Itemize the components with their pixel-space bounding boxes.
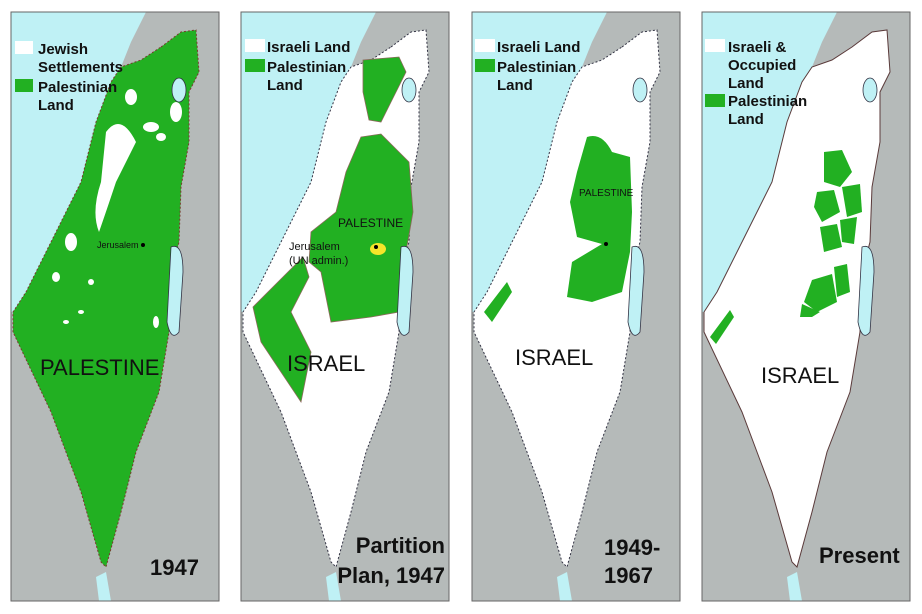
panel-partition-plan: PALESTINE Jerusalem (UN admin.) ISRAEL P… xyxy=(240,11,450,602)
panel-border xyxy=(10,11,220,602)
legend-swatch-green xyxy=(245,59,265,72)
panel-present: ISRAEL Present xyxy=(701,11,911,602)
un-admin-zone xyxy=(370,243,386,255)
legend-swatch-white xyxy=(245,39,265,52)
palestine-label: PALESTINE xyxy=(40,355,159,380)
legend-swatch-green xyxy=(15,79,33,92)
jerusalem-label: Jerusalem xyxy=(97,240,139,250)
legend-text: Occupied xyxy=(728,57,796,74)
legend-text: Palestinian xyxy=(267,59,346,76)
jerusalem-dot xyxy=(604,242,608,246)
legend-1949-1967: Israeli Land Palestinian Land xyxy=(475,39,580,94)
legend-swatch-white xyxy=(475,39,495,52)
israel-label: ISRAEL xyxy=(287,351,365,376)
caption-line-1: Partition xyxy=(356,533,445,558)
legend-text: Palestinian xyxy=(497,59,576,76)
legend-text: Israeli & xyxy=(728,39,787,56)
legend-present: Israeli & Occupied Land Palestinian Land xyxy=(705,39,807,128)
legend-text: Land xyxy=(38,97,74,114)
legend-text: Israeli Land xyxy=(267,39,350,56)
caption-line-2: 1967 xyxy=(604,563,653,588)
legend-text: Jewish xyxy=(38,41,88,58)
year-caption: Present xyxy=(819,543,900,568)
panel-1947: Jerusalem PALESTINE 1947 xyxy=(10,11,220,602)
israel-label: ISRAEL xyxy=(761,363,839,388)
legend-text: Land xyxy=(267,77,303,94)
caption-line-2: Plan, 1947 xyxy=(337,563,445,588)
jewish-settlements xyxy=(52,89,182,328)
legend-swatch-white xyxy=(15,41,33,54)
legend-swatch-green xyxy=(475,59,495,72)
legend-text: Israeli Land xyxy=(497,39,580,56)
legend-swatch-green xyxy=(705,94,725,107)
palestinian-land xyxy=(252,56,414,404)
palestinian-land xyxy=(710,150,862,344)
legend-text: Land xyxy=(728,75,764,92)
panel-1949-1967: PALESTINE ISRAEL 1949- 1967 xyxy=(471,11,681,602)
year-caption: 1947 xyxy=(150,555,199,580)
caption-line-1: 1949- xyxy=(604,535,660,560)
palestine-label: PALESTINE xyxy=(579,188,634,199)
legend-text: Land xyxy=(497,77,533,94)
legend-text: Palestinian xyxy=(38,79,117,96)
jerusalem-label: Jerusalem xyxy=(289,241,340,253)
legend-text: Settlements xyxy=(38,59,123,76)
legend-text: Palestinian xyxy=(728,93,807,110)
legend-swatch-white xyxy=(705,39,725,52)
israel-label: ISRAEL xyxy=(515,345,593,370)
palestinian-land xyxy=(484,136,632,322)
jerusalem-dot xyxy=(141,243,145,247)
un-admin-label: (UN admin.) xyxy=(289,255,348,267)
palestine-label: PALESTINE xyxy=(338,216,403,230)
legend-text: Land xyxy=(728,111,764,128)
legend-1947: Jewish Settlements Palestinian Land xyxy=(15,41,123,114)
jerusalem-dot xyxy=(374,245,378,249)
legend-partition: Israeli Land Palestinian Land xyxy=(245,39,350,94)
